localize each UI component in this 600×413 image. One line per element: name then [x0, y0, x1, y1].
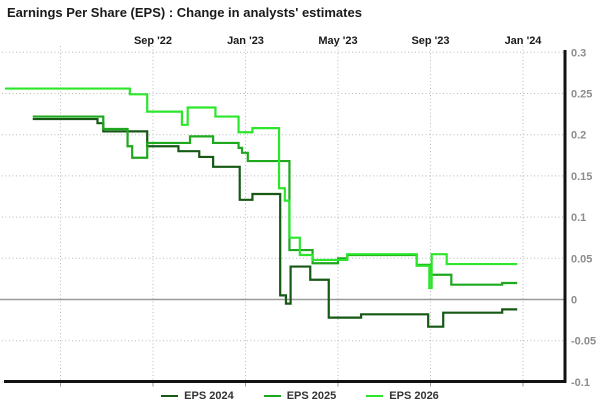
- y-tick-label: 0.05: [571, 253, 592, 265]
- y-tick-label: 0.15: [571, 171, 592, 183]
- y-tick-label: 0.3: [571, 47, 586, 59]
- x-tick-label: May '23: [318, 35, 357, 47]
- y-tick-label: 0: [571, 295, 577, 307]
- legend-item-eps-2026[interactable]: EPS 2026: [366, 390, 439, 402]
- legend-item-eps-2024[interactable]: EPS 2024: [161, 390, 234, 402]
- y-tick-label: 0.2: [571, 130, 586, 142]
- x-tick-label: Jan '24: [505, 35, 543, 47]
- x-tick-label: Sep '22: [134, 35, 172, 47]
- y-tick-label: -0.1: [571, 377, 590, 389]
- y-tick-label: 0.25: [571, 89, 592, 101]
- y-tick-label: 0.1: [571, 212, 586, 224]
- legend-label: EPS 2024: [184, 390, 234, 402]
- chart-legend: EPS 2024 EPS 2025 EPS 2026: [0, 390, 600, 402]
- series-line-eps-2024: [32, 117, 518, 328]
- series-line-eps-2026: [5, 87, 518, 290]
- y-tick-label: -0.05: [571, 336, 596, 348]
- series-line-eps-2025: [32, 115, 518, 286]
- legend-label: EPS 2026: [389, 390, 439, 402]
- legend-item-eps-2025[interactable]: EPS 2025: [263, 390, 337, 402]
- legend-label: EPS 2025: [286, 390, 337, 402]
- legend-swatch: [366, 395, 384, 397]
- legend-swatch: [263, 395, 281, 397]
- x-tick-label: Sep '23: [411, 35, 449, 47]
- legend-swatch: [161, 395, 179, 397]
- chart-title: Earnings Per Share (EPS) : Change in ana…: [7, 5, 362, 20]
- x-tick-label: Jan '23: [227, 35, 264, 47]
